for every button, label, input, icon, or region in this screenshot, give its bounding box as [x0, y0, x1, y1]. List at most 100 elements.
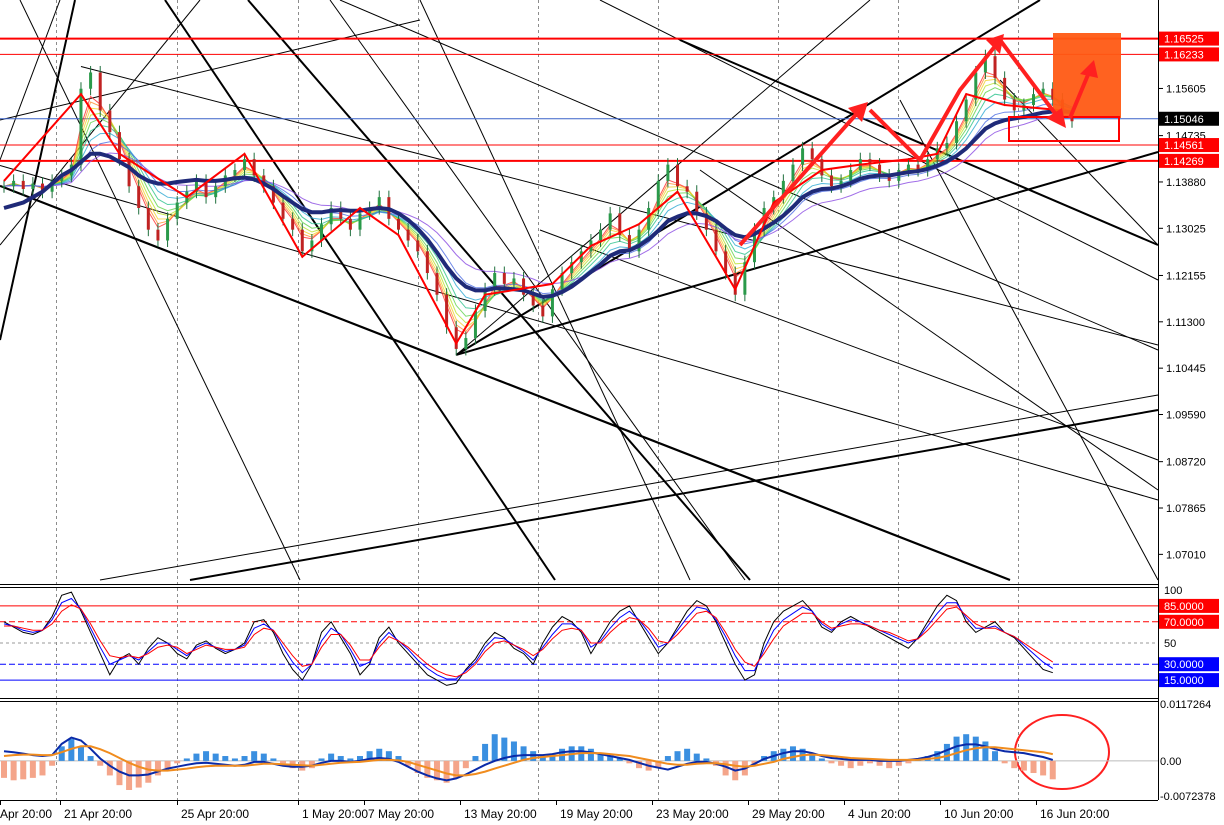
macd-histogram-bar [616, 758, 623, 761]
macd-histogram-bar [1020, 760, 1027, 771]
price-axis-label: 1.09590 [1166, 410, 1206, 422]
up-arrow-line [738, 108, 862, 247]
candle-body [262, 175, 266, 187]
macd-histogram-bar [472, 756, 479, 761]
macd-histogram-bar [992, 751, 999, 761]
macd-histogram-bar [241, 756, 248, 761]
axis-layer: Apr 20:00 21 Apr 20:00 25 Apr 20:00 1 May 2… [0, 31, 1219, 821]
candle [137, 179, 141, 215]
candle-body [1041, 88, 1045, 95]
time-axis-label: 1 May 20:00 [302, 807, 368, 821]
time-axis-label: 25 Apr 20:00 [181, 807, 249, 821]
candle [868, 152, 872, 172]
candle [214, 179, 218, 204]
candle-body [233, 170, 237, 176]
candle-body [906, 164, 910, 171]
price-axis-label: 1.11300 [1166, 317, 1205, 329]
candle [166, 212, 170, 248]
macd-histogram-bar [482, 743, 489, 761]
candle-body [146, 207, 150, 230]
macd-histogram-bar [943, 743, 950, 761]
stochastic-level-tag [1159, 614, 1219, 629]
macd-histogram-bar [539, 756, 546, 761]
macd-histogram-bar [87, 756, 94, 761]
candle [12, 174, 16, 193]
macd-histogram-bar [1, 760, 7, 778]
down-arrow-line [998, 38, 1062, 122]
macd-histogram-bar [68, 739, 75, 761]
macd-histogram-bar [520, 746, 527, 761]
candle-body [714, 229, 718, 252]
candle-body [676, 164, 680, 187]
candle [156, 223, 160, 248]
candle [98, 65, 102, 117]
candle-body [445, 294, 449, 328]
macd-histogram-bar [886, 760, 893, 769]
macd-histogram-bar [347, 758, 354, 761]
level-layer [0, 37, 1158, 162]
price-tag [1159, 31, 1219, 46]
candle-body [493, 273, 497, 290]
candle [964, 93, 968, 128]
moving-average-line [3, 109, 1073, 299]
candle-body [40, 183, 44, 192]
candle-body [791, 164, 795, 181]
macd-histogram-bar [1040, 760, 1047, 776]
candle-body [483, 289, 487, 311]
candle-body [396, 218, 400, 230]
fan-line [599, 0, 1159, 281]
macd-histogram-bar [308, 760, 315, 769]
candle [146, 201, 150, 237]
candle-body [743, 262, 747, 295]
candle-body [1003, 77, 1007, 100]
long-uptrend [189, 409, 1159, 581]
candle-body [194, 180, 198, 192]
candle [983, 49, 987, 79]
macd-histogram-bar [453, 760, 460, 778]
candle-body [166, 218, 170, 241]
macd-histogram-bar [385, 751, 392, 761]
price-axis-label: 1.07010 [1166, 549, 1206, 561]
candle [993, 49, 997, 85]
candle-body [31, 183, 35, 190]
macd-signal-line [3, 745, 1053, 777]
macd-line [3, 736, 1054, 782]
candle-body [781, 180, 785, 198]
trendline-layer [0, 0, 1159, 582]
downtrend-fan [80, 65, 1159, 346]
candle [2, 179, 6, 193]
macd-histogram-bar [866, 760, 873, 764]
candle [704, 206, 708, 237]
candle-body [21, 180, 25, 190]
candle-body [416, 240, 420, 252]
candle-body [454, 327, 458, 349]
candle [887, 168, 891, 188]
price-tag-label: 1.14561 [1164, 140, 1204, 152]
candle [435, 266, 439, 302]
diagonal-line [539, 229, 1159, 461]
candle [1003, 71, 1007, 107]
macd-histogram-bar [963, 734, 970, 761]
diagonal-line [329, 0, 746, 581]
candle-body [243, 159, 247, 171]
candle [425, 244, 429, 280]
stochastic-line [4, 604, 1054, 678]
candle-body [704, 213, 708, 230]
diagonal-line [419, 0, 691, 581]
candle [79, 82, 83, 172]
candle-body [955, 121, 959, 143]
candle-body [637, 229, 641, 252]
candle-body [993, 56, 997, 78]
panel-frame [0, 0, 1159, 801]
candle-body [1051, 88, 1055, 100]
candle-body [647, 207, 651, 230]
candle-body [868, 159, 872, 165]
macd-axis-label: -0.0072378 [1160, 791, 1216, 803]
candle [493, 266, 497, 296]
long-uptrend [99, 394, 1159, 581]
macd-histogram-bar [270, 758, 277, 761]
price-axis-label: 1.10445 [1166, 363, 1206, 375]
candle [291, 212, 295, 237]
uptrend-fan [455, 0, 871, 356]
